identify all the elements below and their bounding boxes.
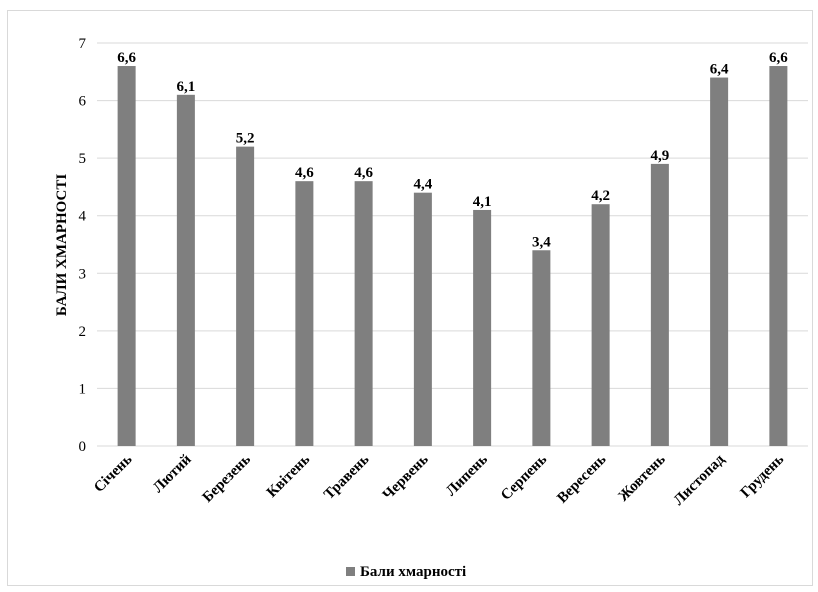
x-tick-label: Листопад <box>671 451 728 508</box>
data-labels: 6,6 6,1 5,2 4,6 4,6 4,4 4,1 3,4 4,2 4,9 6,4 6,6 <box>117 50 788 250</box>
legend: Бали хмарності <box>346 564 466 580</box>
y-tick-label: 1 <box>79 381 87 397</box>
bar <box>710 77 729 447</box>
data-label: 4,6 <box>354 165 373 181</box>
y-axis-label: БАЛИ ХМАРНОСТІ <box>54 174 70 316</box>
x-tick-label: Грудень <box>738 451 788 501</box>
bar <box>532 250 551 446</box>
x-tick-labels: Січень Лютий Березень Квітень Травень Червень… <box>91 451 787 508</box>
data-label: 4,9 <box>651 148 670 164</box>
bar <box>236 146 255 446</box>
bar <box>650 163 669 446</box>
y-tick-label: 7 <box>79 36 87 52</box>
data-label: 6,4 <box>710 62 729 78</box>
bar <box>117 66 136 447</box>
bar <box>591 204 610 446</box>
x-tick-label: Травень <box>321 451 372 502</box>
y-tick-label: 6 <box>79 94 87 110</box>
bar <box>413 192 432 446</box>
data-label: 4,6 <box>295 165 314 181</box>
bars <box>117 66 788 447</box>
legend-label: Бали хмарності <box>360 564 466 580</box>
data-label: 4,4 <box>414 177 433 193</box>
gridlines <box>97 42 808 447</box>
bar <box>176 94 195 447</box>
x-tick-label: Лютий <box>150 451 195 496</box>
data-label: 3,4 <box>532 234 551 250</box>
data-label: 4,2 <box>591 188 610 204</box>
x-tick-label: Липень <box>443 451 491 499</box>
x-tick-label: Березень <box>200 451 254 505</box>
x-tick-label: Червень <box>380 451 432 503</box>
y-tick-label: 4 <box>79 209 87 225</box>
legend-swatch <box>346 567 355 576</box>
y-tick-label: 2 <box>79 324 87 340</box>
bar <box>473 209 492 446</box>
data-label: 6,6 <box>769 50 788 66</box>
bar <box>295 181 314 446</box>
data-label: 6,6 <box>117 50 136 66</box>
data-label: 5,2 <box>236 131 255 147</box>
chart-frame <box>7 10 813 586</box>
x-tick-label: Квітень <box>264 451 313 500</box>
bar <box>769 66 788 447</box>
y-tick-label: 5 <box>79 151 87 167</box>
bar <box>354 181 373 446</box>
x-tick-label: Вересень <box>554 451 609 506</box>
y-tick-labels: 0 1 2 3 4 5 6 7 <box>79 36 87 455</box>
x-tick-label: Січень <box>91 451 135 495</box>
data-label: 4,1 <box>473 194 492 210</box>
y-tick-label: 0 <box>79 439 87 455</box>
y-tick-label: 3 <box>79 266 87 282</box>
data-label: 6,1 <box>177 79 196 95</box>
x-tick-label: Серпень <box>498 451 550 503</box>
x-tick-label: Жовтень <box>616 451 669 504</box>
